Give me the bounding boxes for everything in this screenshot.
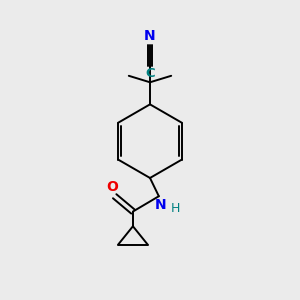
Text: H: H xyxy=(171,202,181,214)
Text: N: N xyxy=(154,198,166,212)
Text: O: O xyxy=(106,180,118,194)
Text: C: C xyxy=(145,67,155,80)
Text: N: N xyxy=(144,28,156,43)
